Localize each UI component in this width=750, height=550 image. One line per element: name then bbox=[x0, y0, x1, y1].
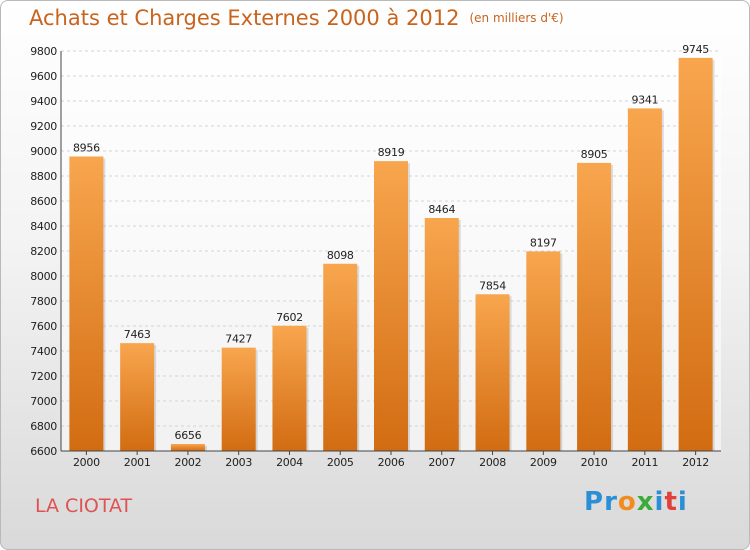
bar-value-label: 8956 bbox=[73, 142, 100, 155]
x-tick-label: 2001 bbox=[124, 456, 151, 469]
bar-value-label: 7463 bbox=[124, 328, 151, 341]
bar bbox=[69, 156, 104, 451]
x-tick-label: 2011 bbox=[631, 456, 658, 469]
bar-value-label: 8464 bbox=[428, 203, 455, 216]
y-tick-label: 6800 bbox=[30, 420, 57, 433]
logo-letter: t bbox=[664, 487, 678, 517]
y-tick-label: 6600 bbox=[30, 445, 57, 458]
x-tick-label: 2009 bbox=[530, 456, 557, 469]
y-tick-label: 9200 bbox=[30, 120, 57, 133]
bar-value-label: 7602 bbox=[276, 311, 303, 324]
bar bbox=[221, 347, 256, 451]
bar bbox=[627, 108, 662, 451]
y-tick-label: 9400 bbox=[30, 95, 57, 108]
bar-value-label: 7854 bbox=[479, 279, 506, 292]
bar-value-label: 8197 bbox=[530, 236, 557, 249]
bar-value-label: 8098 bbox=[327, 249, 354, 262]
x-tick-label: 2002 bbox=[175, 456, 202, 469]
bar-value-label: 8919 bbox=[378, 146, 405, 159]
chart-subtitle: (en milliers d'€) bbox=[469, 11, 564, 25]
logo-letter: x bbox=[636, 487, 655, 517]
bar bbox=[526, 251, 561, 451]
bar bbox=[323, 263, 358, 451]
x-tick-label: 2012 bbox=[682, 456, 709, 469]
y-tick-label: 9000 bbox=[30, 145, 57, 158]
y-tick-label: 9600 bbox=[30, 70, 57, 83]
logo-letter: i bbox=[677, 487, 688, 517]
y-tick-label: 7400 bbox=[30, 345, 57, 358]
x-tick-label: 2007 bbox=[428, 456, 455, 469]
y-tick-label: 7200 bbox=[30, 370, 57, 383]
bar-value-label: 7427 bbox=[225, 333, 252, 346]
bar-value-label: 9341 bbox=[631, 93, 658, 106]
bar bbox=[374, 161, 408, 451]
logo-letter: o bbox=[617, 487, 637, 517]
bar-value-label: 9745 bbox=[682, 43, 709, 56]
y-tick-label: 7800 bbox=[30, 295, 57, 308]
y-tick-label: 8000 bbox=[30, 270, 57, 283]
x-tick-label: 2005 bbox=[327, 456, 354, 469]
bar bbox=[120, 343, 155, 451]
y-tick-label: 8200 bbox=[30, 245, 57, 258]
y-tick-label: 8400 bbox=[30, 220, 57, 233]
x-tick-label: 2010 bbox=[581, 456, 608, 469]
city-name: LA CIOTAT bbox=[35, 495, 133, 517]
chart-title: Achats et Charges Externes 2000 à 2012 (e… bbox=[29, 6, 564, 30]
bar bbox=[577, 162, 612, 451]
bar bbox=[272, 325, 307, 451]
y-tick-label: 9800 bbox=[30, 45, 57, 58]
bar-value-label: 8905 bbox=[581, 148, 608, 161]
x-tick-label: 2008 bbox=[479, 456, 506, 469]
proxiti-logo: Proxiti bbox=[584, 487, 688, 517]
bar-value-label: 6656 bbox=[175, 429, 202, 442]
x-tick-label: 2004 bbox=[276, 456, 303, 469]
bar bbox=[678, 57, 713, 451]
y-tick-label: 8600 bbox=[30, 195, 57, 208]
chart-title-text: Achats et Charges Externes 2000 à 2012 bbox=[29, 6, 460, 30]
x-tick-label: 2003 bbox=[225, 456, 252, 469]
y-tick-label: 8800 bbox=[30, 170, 57, 183]
y-tick-label: 7600 bbox=[30, 320, 57, 333]
x-tick-label: 2000 bbox=[73, 456, 100, 469]
bar bbox=[424, 218, 459, 451]
logo-letter: r bbox=[604, 487, 618, 517]
bar bbox=[475, 294, 510, 451]
logo-letter: i bbox=[654, 487, 665, 517]
bar bbox=[170, 444, 205, 451]
x-tick-label: 2006 bbox=[378, 456, 405, 469]
y-tick-label: 7000 bbox=[30, 395, 57, 408]
logo-letter: P bbox=[584, 487, 605, 517]
